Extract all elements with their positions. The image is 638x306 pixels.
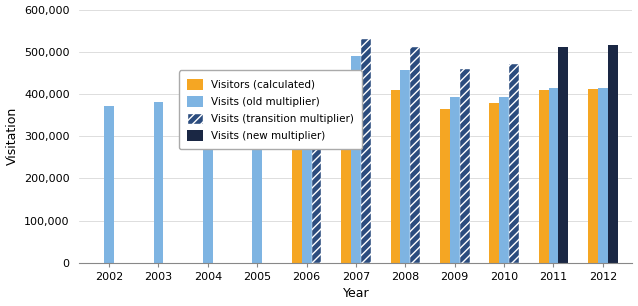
- Bar: [203, 82, 212, 263]
- Bar: [252, 83, 262, 263]
- Bar: [390, 90, 401, 263]
- Bar: [598, 88, 608, 263]
- X-axis label: Year: Year: [343, 287, 369, 300]
- Bar: [549, 88, 558, 263]
- Bar: [499, 97, 509, 263]
- Bar: [558, 47, 568, 263]
- Bar: [489, 103, 499, 263]
- Bar: [440, 109, 450, 263]
- Bar: [311, 69, 322, 263]
- Y-axis label: Visitation: Visitation: [6, 107, 19, 165]
- Bar: [292, 109, 302, 263]
- Bar: [302, 78, 311, 263]
- Bar: [410, 47, 420, 263]
- Bar: [401, 70, 410, 263]
- Legend: Visitors (calculated), Visits (old multiplier), Visits (transition multiplier), : Visitors (calculated), Visits (old multi…: [179, 70, 362, 149]
- Bar: [608, 45, 618, 263]
- Bar: [351, 56, 361, 263]
- Bar: [459, 69, 470, 263]
- Bar: [509, 64, 519, 263]
- Bar: [361, 39, 371, 263]
- Bar: [450, 97, 459, 263]
- Bar: [341, 85, 351, 263]
- Bar: [538, 90, 549, 263]
- Bar: [104, 106, 114, 263]
- Bar: [154, 103, 163, 263]
- Bar: [588, 89, 598, 263]
